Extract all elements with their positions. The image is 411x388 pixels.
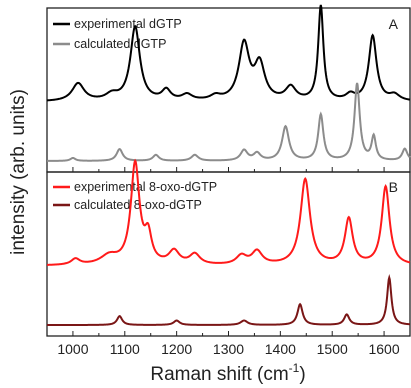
x-axis: 1000 1100 1200 1300 1400 1500 1600 [46, 167, 411, 357]
panel-b-frame [46, 171, 411, 337]
series-line-experimental-dgtp [46, 4, 411, 102]
panel-b: B experimental 8-oxo-dGTP calculated 8-o… [46, 158, 411, 337]
y-axis-title: intensity (arb. units) [8, 89, 29, 255]
panel-a: A experimental dGTP calculated dGTP [46, 4, 411, 173]
panel-b-legend: experimental 8-oxo-dGTP calculated 8-oxo… [53, 180, 217, 212]
x-tick-label-1500: 1500 [317, 341, 348, 357]
panel-a-label: A [389, 16, 399, 32]
series-line-experimental-8-oxo-dgtp [46, 158, 411, 266]
x-axis-title-superscript: -1 [289, 361, 300, 375]
panel-a-legend: experimental dGTP calculated dGTP [53, 17, 182, 51]
panel-b-label: B [389, 179, 398, 195]
x-tick-label-1000: 1000 [57, 341, 88, 357]
legend-label-experimental-dgtp: experimental dGTP [74, 17, 182, 31]
series-line-calculated-dgtp [47, 82, 411, 162]
series-line-calculated-8-oxo-dgtp [47, 273, 411, 327]
x-axis-title: Raman shift (cm-1) [150, 361, 305, 385]
x-tick-label-1300: 1300 [213, 341, 244, 357]
x-tick-label-1400: 1400 [265, 341, 296, 357]
legend-label-experimental-8-oxo-dgtp: experimental 8-oxo-dGTP [74, 180, 217, 194]
x-tick-label-1200: 1200 [161, 341, 192, 357]
x-axis-title-close: ) [299, 364, 305, 385]
legend-label-calculated-dgtp: calculated dGTP [74, 37, 166, 51]
legend-label-calculated-8-oxo-dgtp: calculated 8-oxo-dGTP [74, 198, 202, 212]
x-tick-label-1100: 1100 [110, 341, 140, 357]
x-tick-label-1600: 1600 [368, 341, 399, 357]
